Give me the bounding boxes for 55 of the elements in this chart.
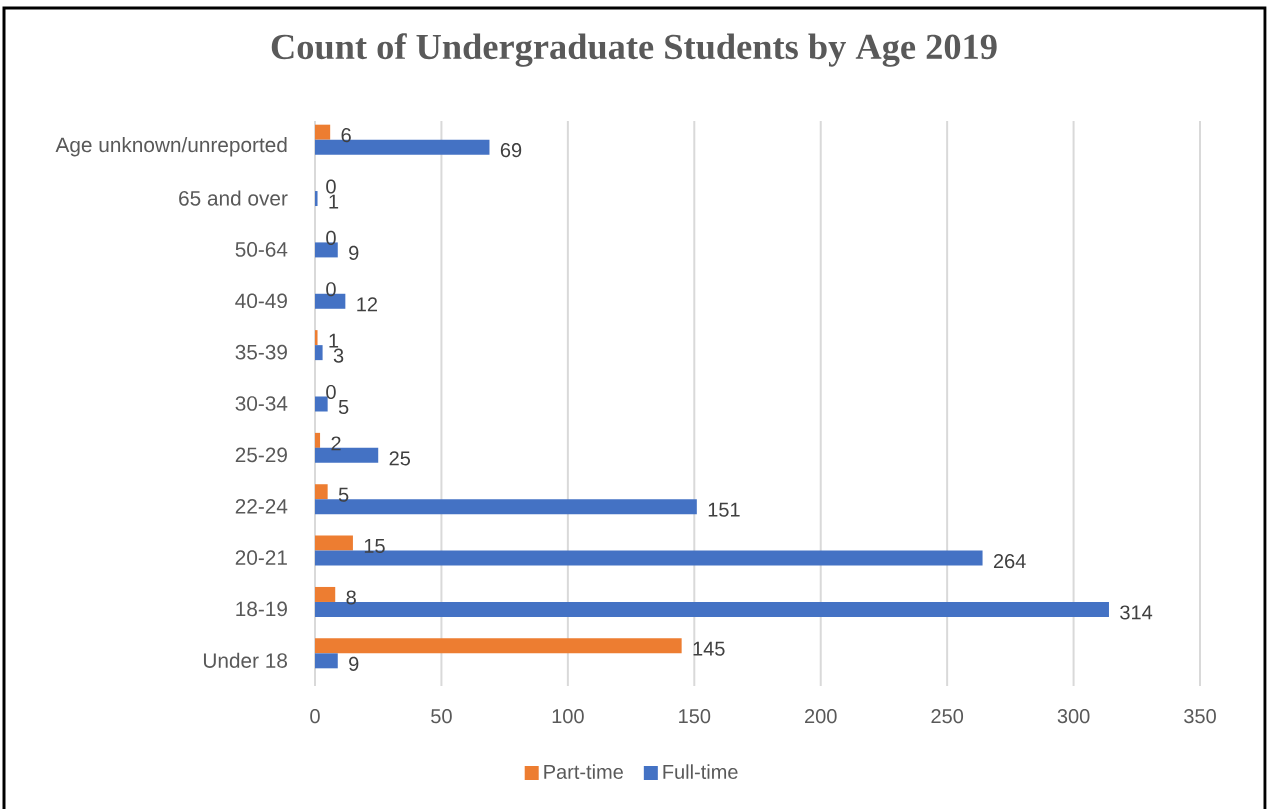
data-label: 1 (329, 194, 339, 209)
y-tick-label: 50-64 (235, 242, 288, 257)
data-label: 1 (329, 333, 339, 348)
y-tick-label: Age unknown/unreported (55, 137, 287, 157)
bar (315, 586, 336, 602)
bar (315, 638, 682, 654)
y-tick-label: 30-34 (235, 396, 288, 411)
data-label: 3 (333, 348, 344, 363)
data-label: 0 (326, 282, 336, 297)
data-label: 151 (708, 502, 740, 517)
data-label: 264 (993, 554, 1026, 569)
x-tick-label: 150 (679, 709, 711, 724)
y-tick-label: Under 18 (203, 652, 287, 668)
bar (315, 330, 318, 346)
y-tick-label: 20-21 (235, 550, 287, 565)
bar (315, 396, 328, 412)
legend-label: Part-time (544, 764, 623, 779)
x-tick-label: 250 (931, 709, 964, 724)
bar (315, 432, 321, 448)
data-label: 69 (500, 143, 522, 158)
data-label: 25 (389, 451, 411, 466)
chart-title: Count of Undergraduate Students by Age 2019 (271, 33, 997, 67)
data-label: 8 (346, 590, 356, 605)
y-tick-label: 22-24 (235, 498, 288, 514)
x-tick-label: 100 (552, 709, 584, 724)
x-tick-label: 300 (1057, 709, 1090, 724)
x-tick-label: 0 (310, 709, 320, 724)
data-label: 0 (326, 384, 336, 400)
bar (315, 484, 328, 500)
data-label: 145 (693, 641, 725, 656)
legend-label: Full-time (663, 764, 738, 779)
data-label: 5 (338, 487, 349, 502)
x-tick-label: 350 (1184, 709, 1216, 724)
y-tick-label: 18-19 (236, 601, 287, 617)
data-label: 12 (357, 297, 377, 312)
data-label: 2 (331, 436, 341, 451)
bar (315, 535, 353, 551)
data-label: 0 (326, 230, 336, 245)
x-tick-label: 50 (431, 709, 452, 724)
data-label: 6 (341, 128, 351, 143)
data-label: 9 (349, 245, 359, 260)
data-label: 5 (338, 400, 349, 414)
data-label: 0 (326, 179, 336, 194)
bar (315, 191, 318, 207)
y-tick-label: 25-29 (235, 447, 287, 463)
x-tick-label: 200 (805, 709, 837, 724)
data-label: 314 (1120, 605, 1153, 620)
bar (315, 653, 338, 669)
y-tick-label: 40-49 (235, 293, 287, 309)
bar (315, 124, 331, 140)
y-tick-label: 65 and over (179, 190, 288, 206)
bar (315, 345, 323, 361)
y-tick-label: 35-39 (235, 344, 287, 360)
data-label: 9 (349, 656, 359, 671)
data-label: 15 (364, 539, 385, 554)
